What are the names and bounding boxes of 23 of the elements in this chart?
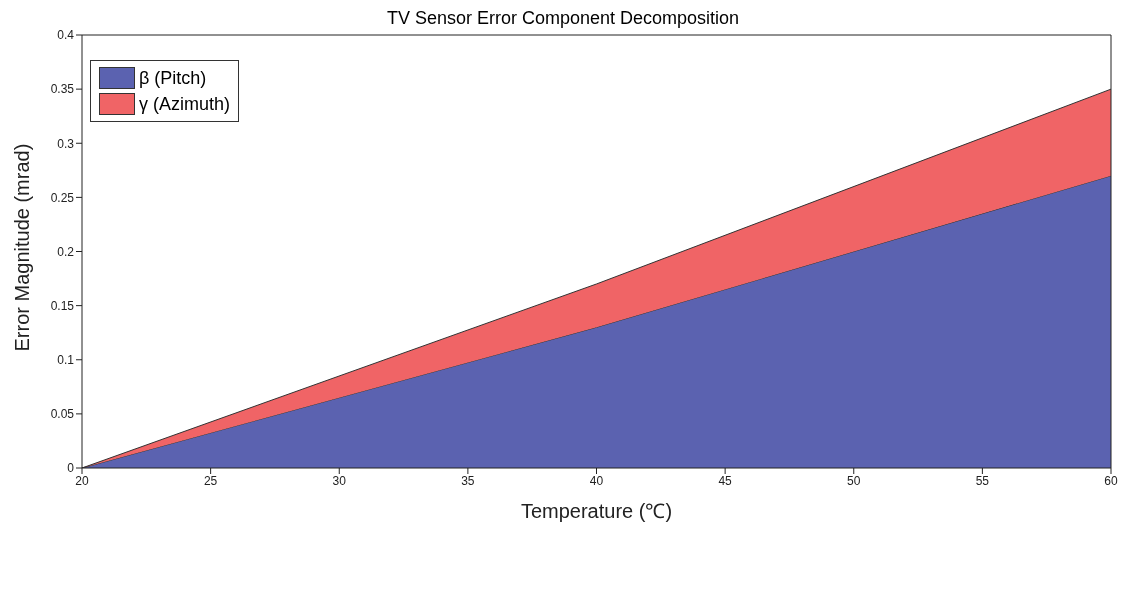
y-axis-title: Error Magnitude (mrad)	[11, 143, 34, 352]
y-tick-label: 0.2	[57, 244, 75, 259]
y-tick-label: 0.05	[50, 407, 75, 422]
x-tick-label: 50	[847, 473, 861, 488]
x-tick-label: 30	[332, 473, 347, 488]
x-tick-label: 35	[461, 473, 475, 488]
x-tick-label: 40	[589, 473, 604, 488]
x-tick-label: 25	[203, 473, 218, 488]
y-tick-label: 0.35	[50, 82, 75, 97]
legend-label: γ (Azimuth)	[138, 93, 231, 116]
x-tick-label: 45	[718, 473, 733, 488]
legend-label: β (Pitch)	[138, 67, 208, 90]
y-tick-label: 0.1	[57, 353, 75, 368]
y-tick-label: 0.4	[57, 28, 75, 43]
y-tick-label: 0.15	[50, 298, 75, 313]
x-axis-title: Temperature (℃)	[520, 500, 673, 522]
y-tick-label: 0.3	[57, 136, 75, 151]
y-tick-label: 0.25	[50, 190, 75, 205]
x-tick-label: 60	[1104, 473, 1118, 488]
chart-title: TV Sensor Error Component Decomposition	[385, 8, 741, 30]
x-tick-label: 55	[975, 473, 990, 488]
y-tick-label: 0	[67, 461, 75, 476]
x-tick-label: 20	[75, 473, 89, 488]
